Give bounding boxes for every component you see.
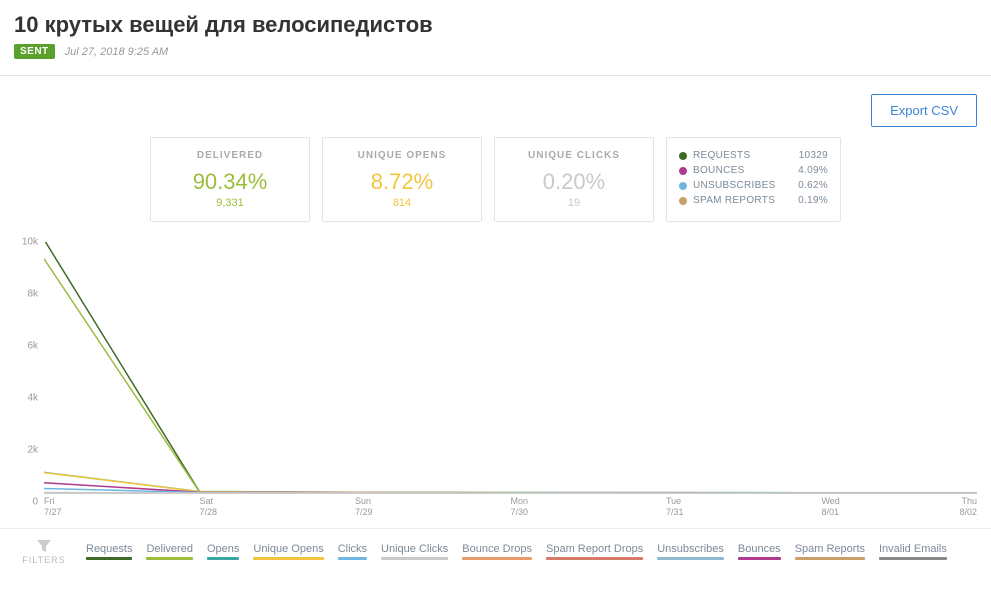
chart-svg [44, 242, 977, 493]
x-tick: Tue7/31 [666, 496, 684, 518]
filters-button[interactable]: FILTERS [14, 539, 74, 565]
stat-count: 814 [333, 197, 471, 209]
timestamp: Jul 27, 2018 9:25 AM [65, 46, 169, 58]
legend-color-bar [657, 557, 724, 560]
legend-label: Bounces [738, 543, 781, 555]
side-stat-value: 10329 [799, 150, 828, 161]
filter-icon [36, 539, 52, 553]
legend-color-bar [795, 557, 865, 560]
legend-item[interactable]: Clicks [338, 543, 367, 560]
side-stat-value: 0.19% [798, 195, 828, 206]
side-stats: REQUESTS 10329 BOUNCES 4.09% UNSUBSCRIBES 0.6… [666, 137, 841, 222]
legend-label: Unsubscribes [657, 543, 724, 555]
stat-unique-clicks[interactable]: UNIQUE CLICKS 0.20% 19 [494, 137, 654, 222]
page-title: 10 крутых вещей для велосипедистов [14, 12, 977, 38]
legend-dot [679, 182, 687, 190]
page-header: 10 крутых вещей для велосипедистов SENT … [0, 0, 991, 67]
legend-item[interactable]: Requests [86, 543, 132, 560]
legend-label: Invalid Emails [879, 543, 947, 555]
legend-color-bar [86, 557, 132, 560]
meta-row: SENT Jul 27, 2018 9:25 AM [14, 44, 977, 59]
legend-dot [679, 167, 687, 175]
y-tick: 8k [27, 289, 38, 300]
y-tick: 6k [27, 341, 38, 352]
stat-percent: 0.20% [505, 169, 643, 195]
x-tick: Fri7/27 [44, 496, 62, 518]
legend-dot [679, 152, 687, 160]
side-stat-value: 0.62% [798, 180, 828, 191]
side-stat-row[interactable]: UNSUBSCRIBES 0.62% [679, 178, 828, 193]
side-stat-label: UNSUBSCRIBES [693, 180, 776, 191]
x-tick: Mon7/30 [511, 496, 529, 518]
legend-color-bar [381, 557, 448, 560]
export-csv-button[interactable]: Export CSV [871, 94, 977, 127]
stat-unique-opens[interactable]: UNIQUE OPENS 8.72% 814 [322, 137, 482, 222]
y-axis: 10k8k6k4k2k0 [14, 242, 42, 502]
legend-items: Requests Delivered Opens Unique Opens Clicks… [86, 539, 947, 560]
legend-color-bar [146, 557, 192, 560]
legend-label: Bounce Drops [462, 543, 532, 555]
side-stat-row[interactable]: SPAM REPORTS 0.19% [679, 193, 828, 208]
chart-plot [44, 242, 977, 494]
y-tick: 10k [22, 237, 38, 248]
legend-label: Opens [207, 543, 239, 555]
x-tick: Sat7/28 [200, 496, 218, 518]
x-tick: Wed8/01 [821, 496, 839, 518]
legend-color-bar [738, 557, 781, 560]
x-tick: Sun7/29 [355, 496, 373, 518]
legend-item[interactable]: Spam Report Drops [546, 543, 643, 560]
legend-item[interactable]: Unique Clicks [381, 543, 448, 560]
legend-row: FILTERS Requests Delivered Opens Unique Ope… [0, 528, 991, 573]
legend-item[interactable]: Delivered [146, 543, 192, 560]
side-stat-label: BOUNCES [693, 165, 745, 176]
legend-item[interactable]: Bounce Drops [462, 543, 532, 560]
legend-label: Spam Reports [795, 543, 865, 555]
legend-dot [679, 197, 687, 205]
stat-delivered[interactable]: DELIVERED 90.34% 9,331 [150, 137, 310, 222]
status-badge: SENT [14, 44, 55, 59]
series-line [44, 259, 977, 493]
legend-label: Unique Clicks [381, 543, 448, 555]
legend-color-bar [546, 557, 643, 560]
export-row: Export CSV [0, 76, 991, 137]
legend-label: Clicks [338, 543, 367, 555]
x-tick: Thu8/02 [959, 496, 977, 518]
side-stat-row[interactable]: REQUESTS 10329 [679, 148, 828, 163]
side-stat-label: SPAM REPORTS [693, 195, 775, 206]
stat-percent: 8.72% [333, 169, 471, 195]
y-tick: 4k [27, 393, 38, 404]
side-stat-label: REQUESTS [693, 150, 750, 161]
y-tick: 0 [32, 497, 38, 508]
series-line [44, 473, 977, 493]
legend-color-bar [253, 557, 323, 560]
legend-color-bar [207, 557, 239, 560]
side-stat-row[interactable]: BOUNCES 4.09% [679, 163, 828, 178]
stat-label: UNIQUE CLICKS [505, 150, 643, 161]
stats-row: DELIVERED 90.34% 9,331 UNIQUE OPENS 8.72… [0, 137, 991, 242]
legend-label: Spam Report Drops [546, 543, 643, 555]
stat-label: DELIVERED [161, 150, 299, 161]
stat-percent: 90.34% [161, 169, 299, 195]
legend-label: Unique Opens [253, 543, 323, 555]
legend-label: Requests [86, 543, 132, 555]
legend-color-bar [338, 557, 367, 560]
legend-item[interactable]: Opens [207, 543, 239, 560]
legend-color-bar [462, 557, 532, 560]
y-tick: 2k [27, 445, 38, 456]
legend-item[interactable]: Bounces [738, 543, 781, 560]
legend-item[interactable]: Spam Reports [795, 543, 865, 560]
side-stat-value: 4.09% [798, 165, 828, 176]
stat-label: UNIQUE OPENS [333, 150, 471, 161]
legend-color-bar [879, 557, 947, 560]
legend-item[interactable]: Unique Opens [253, 543, 323, 560]
series-line [44, 242, 977, 493]
legend-item[interactable]: Unsubscribes [657, 543, 724, 560]
legend-item[interactable]: Invalid Emails [879, 543, 947, 560]
chart-area: 10k8k6k4k2k0 Fri7/27Sat7/28Sun7/29Mon7/3… [0, 242, 991, 522]
stat-count: 9,331 [161, 197, 299, 209]
filters-label: FILTERS [22, 555, 65, 565]
legend-label: Delivered [146, 543, 192, 555]
x-axis: Fri7/27 Sat7/28 Sun7/29 Mon7/30 Tue7/31 Wed8/… [44, 494, 977, 522]
stat-count: 19 [505, 197, 643, 209]
